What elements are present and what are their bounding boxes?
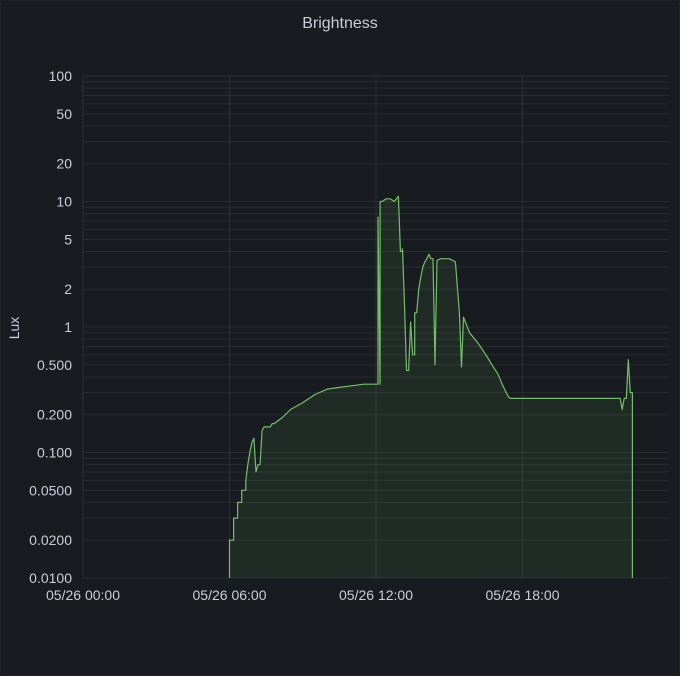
x-axis-ticks: 05/26 00:00 05/26 06:00 05/26 12:00 05/26 1… <box>46 587 560 603</box>
y-tick-label: 5 <box>64 231 72 247</box>
y-tick-label: 0.500 <box>37 357 72 373</box>
series-fill <box>229 196 633 579</box>
y-tick-label: 50 <box>56 106 72 122</box>
x-tick-label: 05/26 12:00 <box>339 587 413 603</box>
grid-lines <box>82 75 669 579</box>
x-tick-label: 05/26 06:00 <box>193 587 267 603</box>
y-tick-label: 1 <box>64 319 72 335</box>
series-line <box>228 195 633 578</box>
y-tick-label: 0.100 <box>37 445 72 461</box>
y-tick-label: 0.0100 <box>29 570 72 586</box>
y-tick-label: 0.0500 <box>29 482 72 498</box>
y-tick-label: 100 <box>49 68 73 84</box>
x-tick-label: 05/26 00:00 <box>46 587 120 603</box>
panel-title: Brightness <box>302 15 378 32</box>
y-axis-label: Lux <box>6 317 22 340</box>
y-tick-label: 10 <box>56 194 72 210</box>
y-tick-label: 20 <box>56 156 72 172</box>
x-tick-label: 05/26 18:00 <box>486 587 560 603</box>
y-axis-ticks: 100 50 20 10 5 2 1 0.500 0.200 0.100 0.0500 0.0200 0… <box>29 68 72 586</box>
y-tick-label: 0.200 <box>37 407 72 423</box>
y-tick-label: 0.0200 <box>29 532 72 548</box>
series-area-layer <box>228 195 633 579</box>
y-tick-label: 2 <box>64 281 72 297</box>
